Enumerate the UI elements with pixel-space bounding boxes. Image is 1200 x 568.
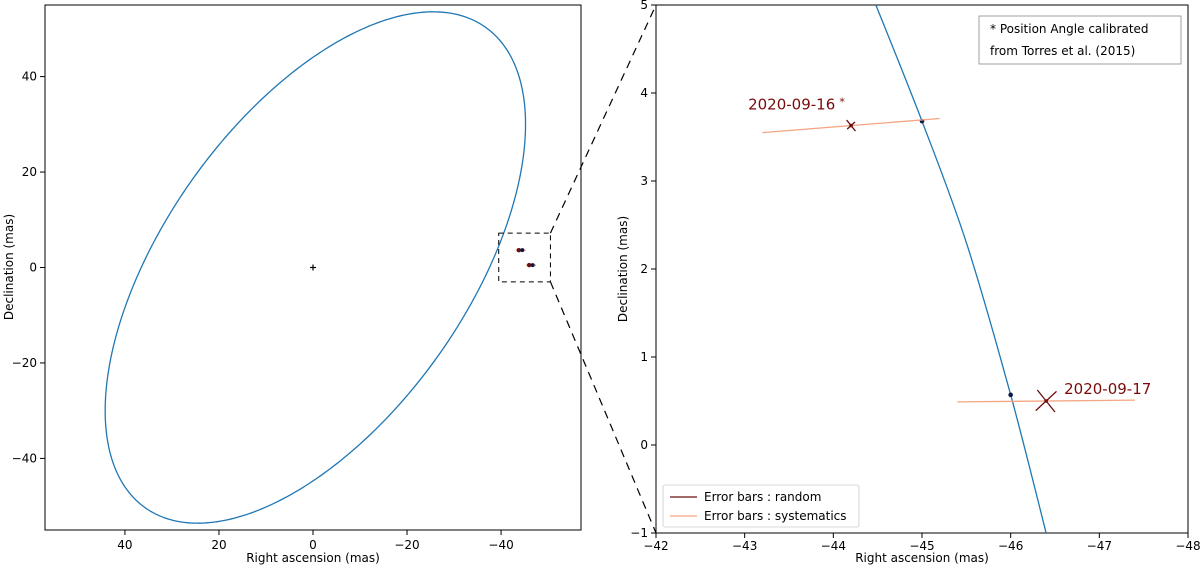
legend: Error bars : random Error bars : systema… — [662, 484, 860, 528]
observation-point — [849, 123, 853, 128]
overview-obs-point — [526, 262, 532, 268]
legend-label-systematics: Error bars : systematics — [704, 509, 847, 523]
zoom-x-tick-label: −47 — [1087, 539, 1112, 553]
zoom-x-tick-label: −42 — [643, 539, 668, 553]
overview-x-tick-label: −40 — [488, 538, 513, 552]
zoom-y-tick-label: 4 — [640, 86, 648, 100]
orbit-path — [875, 5, 1047, 533]
zoom-x-tick-label: −45 — [909, 539, 934, 553]
overview-y-tick-label: −40 — [12, 451, 37, 465]
zoom-region-box — [498, 232, 551, 283]
calibration-flag: * — [839, 96, 845, 109]
observation-point — [1044, 399, 1048, 403]
overview-model-point — [520, 248, 525, 253]
zoom-x-tick-label: −46 — [998, 539, 1023, 553]
zoom-y-tick-label: 0 — [640, 438, 648, 452]
zoom-observations: 2020-09-16 * 2020-09-17 — [748, 96, 1151, 413]
zoom-y-tick-label: 3 — [640, 174, 648, 188]
zoom-connector-bottom — [549, 281, 657, 534]
zoom-y-tick-label: −1 — [630, 526, 648, 540]
orbit-ellipse — [104, 11, 527, 524]
zoom-panel: 2020-09-16 * 2020-09-17 −42 −43 −44 −45 −46 −47… — [616, 0, 1200, 565]
legend-label-random: Error bars : random — [704, 490, 821, 504]
overview-x-axis-label: Right ascension (mas) — [246, 551, 380, 565]
zoom-y-axis-label: Declination (mas) — [616, 216, 630, 322]
zoom-y-tick-label: 1 — [640, 350, 648, 364]
zoom-x-axis-label: Right ascension (mas) — [855, 551, 989, 565]
zoom-x-tick-label: −43 — [732, 539, 757, 553]
legend-box — [662, 484, 860, 528]
overview-observations — [515, 247, 537, 268]
overview-x-tick-label: 20 — [211, 538, 226, 552]
model-point — [1008, 392, 1013, 398]
observation-date-label: 2020-09-17 — [1064, 380, 1151, 398]
overview-y-tick-label: 40 — [22, 70, 37, 84]
overview-y-tick-label: 20 — [22, 165, 37, 179]
calibration-note-line-1: * Position Angle calibrated — [990, 22, 1149, 36]
overview-x-tick-label: 40 — [117, 538, 132, 552]
zoom-x-tick-label: −44 — [821, 539, 846, 553]
overview-y-tick-label: 0 — [29, 261, 37, 275]
overview-y-ticks: −40 −20 0 20 40 — [12, 70, 45, 465]
zoom-y-ticks: −1 0 1 2 3 4 5 — [630, 0, 656, 540]
overview-x-ticks: 40 20 0 −20 −40 — [117, 530, 514, 552]
calibration-note-box — [978, 15, 1182, 65]
overview-panel: 40 20 0 −20 −40 −40 −20 0 20 40 Right ascension … — [2, 4, 582, 565]
overview-y-tick-label: −20 — [12, 356, 37, 370]
zoom-y-tick-label: 5 — [640, 0, 648, 12]
overview-obs-point — [516, 247, 522, 253]
zoom-y-tick-label: 2 — [640, 262, 648, 276]
overview-model-point — [530, 263, 535, 268]
zoom-x-ticks: −42 −43 −44 −45 −46 −47 −48 — [643, 533, 1200, 553]
overview-x-tick-label: −20 — [394, 538, 419, 552]
calibration-note-line-2: from Torres et al. (2015) — [990, 44, 1135, 58]
zoom-plot-area: 2020-09-16 * 2020-09-17 — [748, 5, 1151, 533]
observation-date-label: 2020-09-16 — [748, 96, 835, 114]
calibration-note: * Position Angle calibrated from Torres … — [978, 15, 1182, 65]
zoom-x-tick-label: −48 — [1175, 539, 1200, 553]
overview-y-axis-label: Declination (mas) — [2, 214, 16, 320]
primary-star-marker — [310, 264, 316, 271]
zoom-plot-frame — [655, 4, 1189, 534]
zoom-connector-top — [549, 4, 657, 234]
overview-plot-area — [104, 11, 527, 524]
overview-x-tick-label: 0 — [309, 538, 317, 552]
